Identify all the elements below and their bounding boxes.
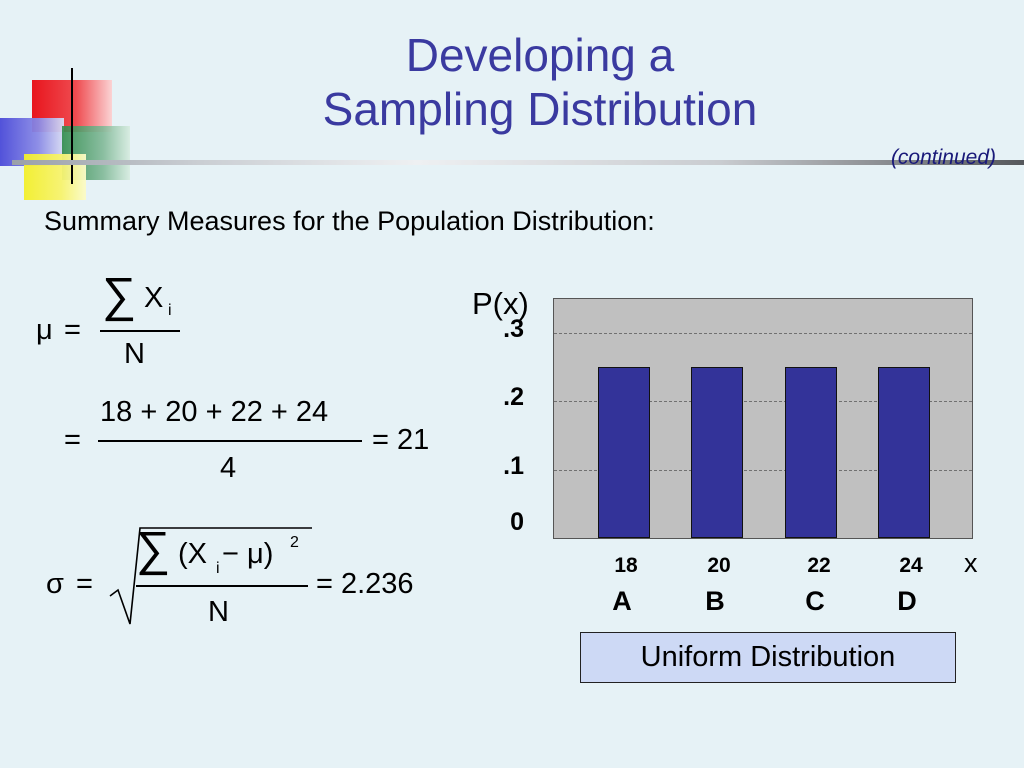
sigma-fraction-bar <box>136 585 308 587</box>
sigma-result: = 2.236 <box>316 568 414 600</box>
x-category-letter: A <box>612 586 632 616</box>
sigma-numerator-rest: − μ) <box>222 538 274 570</box>
mean-fraction-bar <box>100 330 180 332</box>
slide-title-line2: Sampling Distribution <box>322 83 758 135</box>
sigma-equals-sign: = <box>76 568 93 600</box>
mean-result: = 21 <box>372 424 430 456</box>
y-tick-label: .1 <box>503 452 524 480</box>
slide-title-line1: Developing a <box>405 29 675 81</box>
sigma-numerator-open: (X <box>178 538 207 570</box>
x-tick-label: 20 <box>707 554 731 577</box>
sigma-superscript-2: 2 <box>290 534 299 551</box>
sigma-subscript-i: i <box>216 560 220 577</box>
sum-symbol: ∑ <box>102 269 137 322</box>
bar-20 <box>691 367 743 538</box>
plot-area <box>553 298 973 539</box>
computation-denominator: 4 <box>220 452 237 484</box>
bar-24 <box>878 367 930 538</box>
mean-denominator-n: N <box>124 338 145 370</box>
mu-symbol: μ <box>36 314 53 346</box>
x-tick-label: 22 <box>807 554 831 577</box>
square-root-sign <box>109 527 312 625</box>
x-axis-label: x <box>964 548 978 578</box>
computation-numerator: 18 + 20 + 22 + 24 <box>100 396 329 428</box>
continued-note: (continued) <box>890 146 996 169</box>
computation-equals-sign: = <box>64 424 81 456</box>
sigma-sum-symbol: ∑ <box>136 523 171 576</box>
x-category-letter: C <box>805 586 825 616</box>
gridline <box>554 470 972 471</box>
x-category-letter: B <box>705 586 725 616</box>
bar-22 <box>785 367 837 538</box>
y-tick-label: 0 <box>510 508 524 536</box>
y-axis-label: P(x) <box>472 286 529 321</box>
y-tick-label: .2 <box>503 383 524 411</box>
y-tick-label: .3 <box>503 315 524 343</box>
sigma-symbol: σ <box>46 568 64 600</box>
x-tick-label: 24 <box>899 554 923 577</box>
gridline <box>554 333 972 334</box>
mean-equals-sign: = <box>64 314 81 346</box>
slide-title: Developing a Sampling Distribution <box>240 28 840 136</box>
mean-subscript-i: i <box>168 302 172 319</box>
x-tick-label: 18 <box>614 554 638 577</box>
sigma-denominator-n: N <box>208 596 229 628</box>
summary-heading: Summary Measures for the Population Dist… <box>44 206 655 236</box>
gridline <box>554 401 972 402</box>
bar-18 <box>598 367 650 538</box>
title-divider-line <box>12 160 1024 165</box>
x-category-letter: D <box>897 586 917 616</box>
uniform-distribution-label: Uniform Distribution <box>580 632 956 683</box>
logo-vertical-line <box>71 68 73 184</box>
computation-fraction-bar <box>98 440 362 442</box>
mean-x-variable: X <box>144 282 164 314</box>
